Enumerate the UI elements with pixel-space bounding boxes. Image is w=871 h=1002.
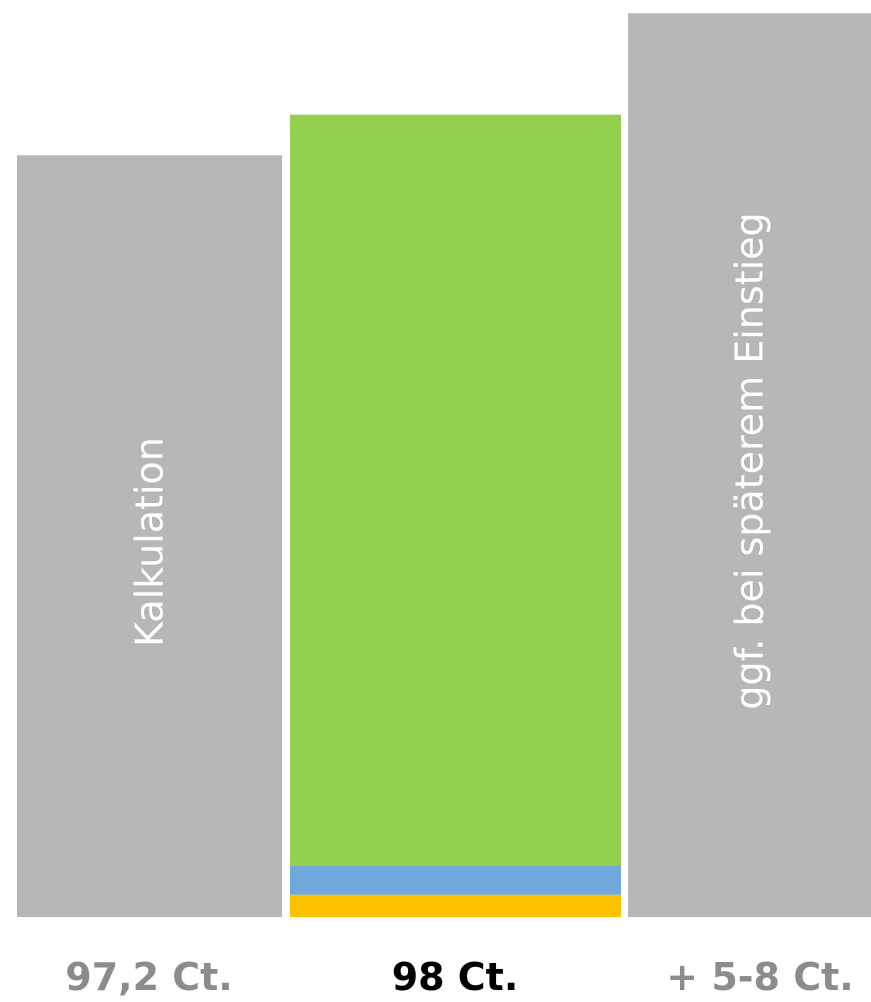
bar-1-segment-1	[290, 865, 621, 895]
bar-2-inner-label: ggf. bei späterem Einstieg	[728, 212, 772, 709]
bar-0-segment-0	[17, 155, 282, 918]
bar-1-segment-0	[290, 894, 621, 917]
bar-group-1: 98 Ct.	[290, 114, 621, 999]
bar-1-segment-2	[290, 114, 621, 866]
bar-0-value-label: 97,2 Ct.	[65, 955, 232, 999]
bar-group-0: Kalkulation 97,2 Ct.	[17, 155, 282, 999]
bar-2-value-label: + 5-8 Ct.	[666, 955, 853, 999]
bar-0-inner-label: Kalkulation	[128, 437, 172, 647]
bar-group-2: ggf. bei späterem Einstieg + 5-8 Ct.	[628, 13, 871, 999]
bar-1-value-label: 98 Ct.	[392, 955, 519, 999]
bar-2-segment-0	[628, 13, 871, 917]
